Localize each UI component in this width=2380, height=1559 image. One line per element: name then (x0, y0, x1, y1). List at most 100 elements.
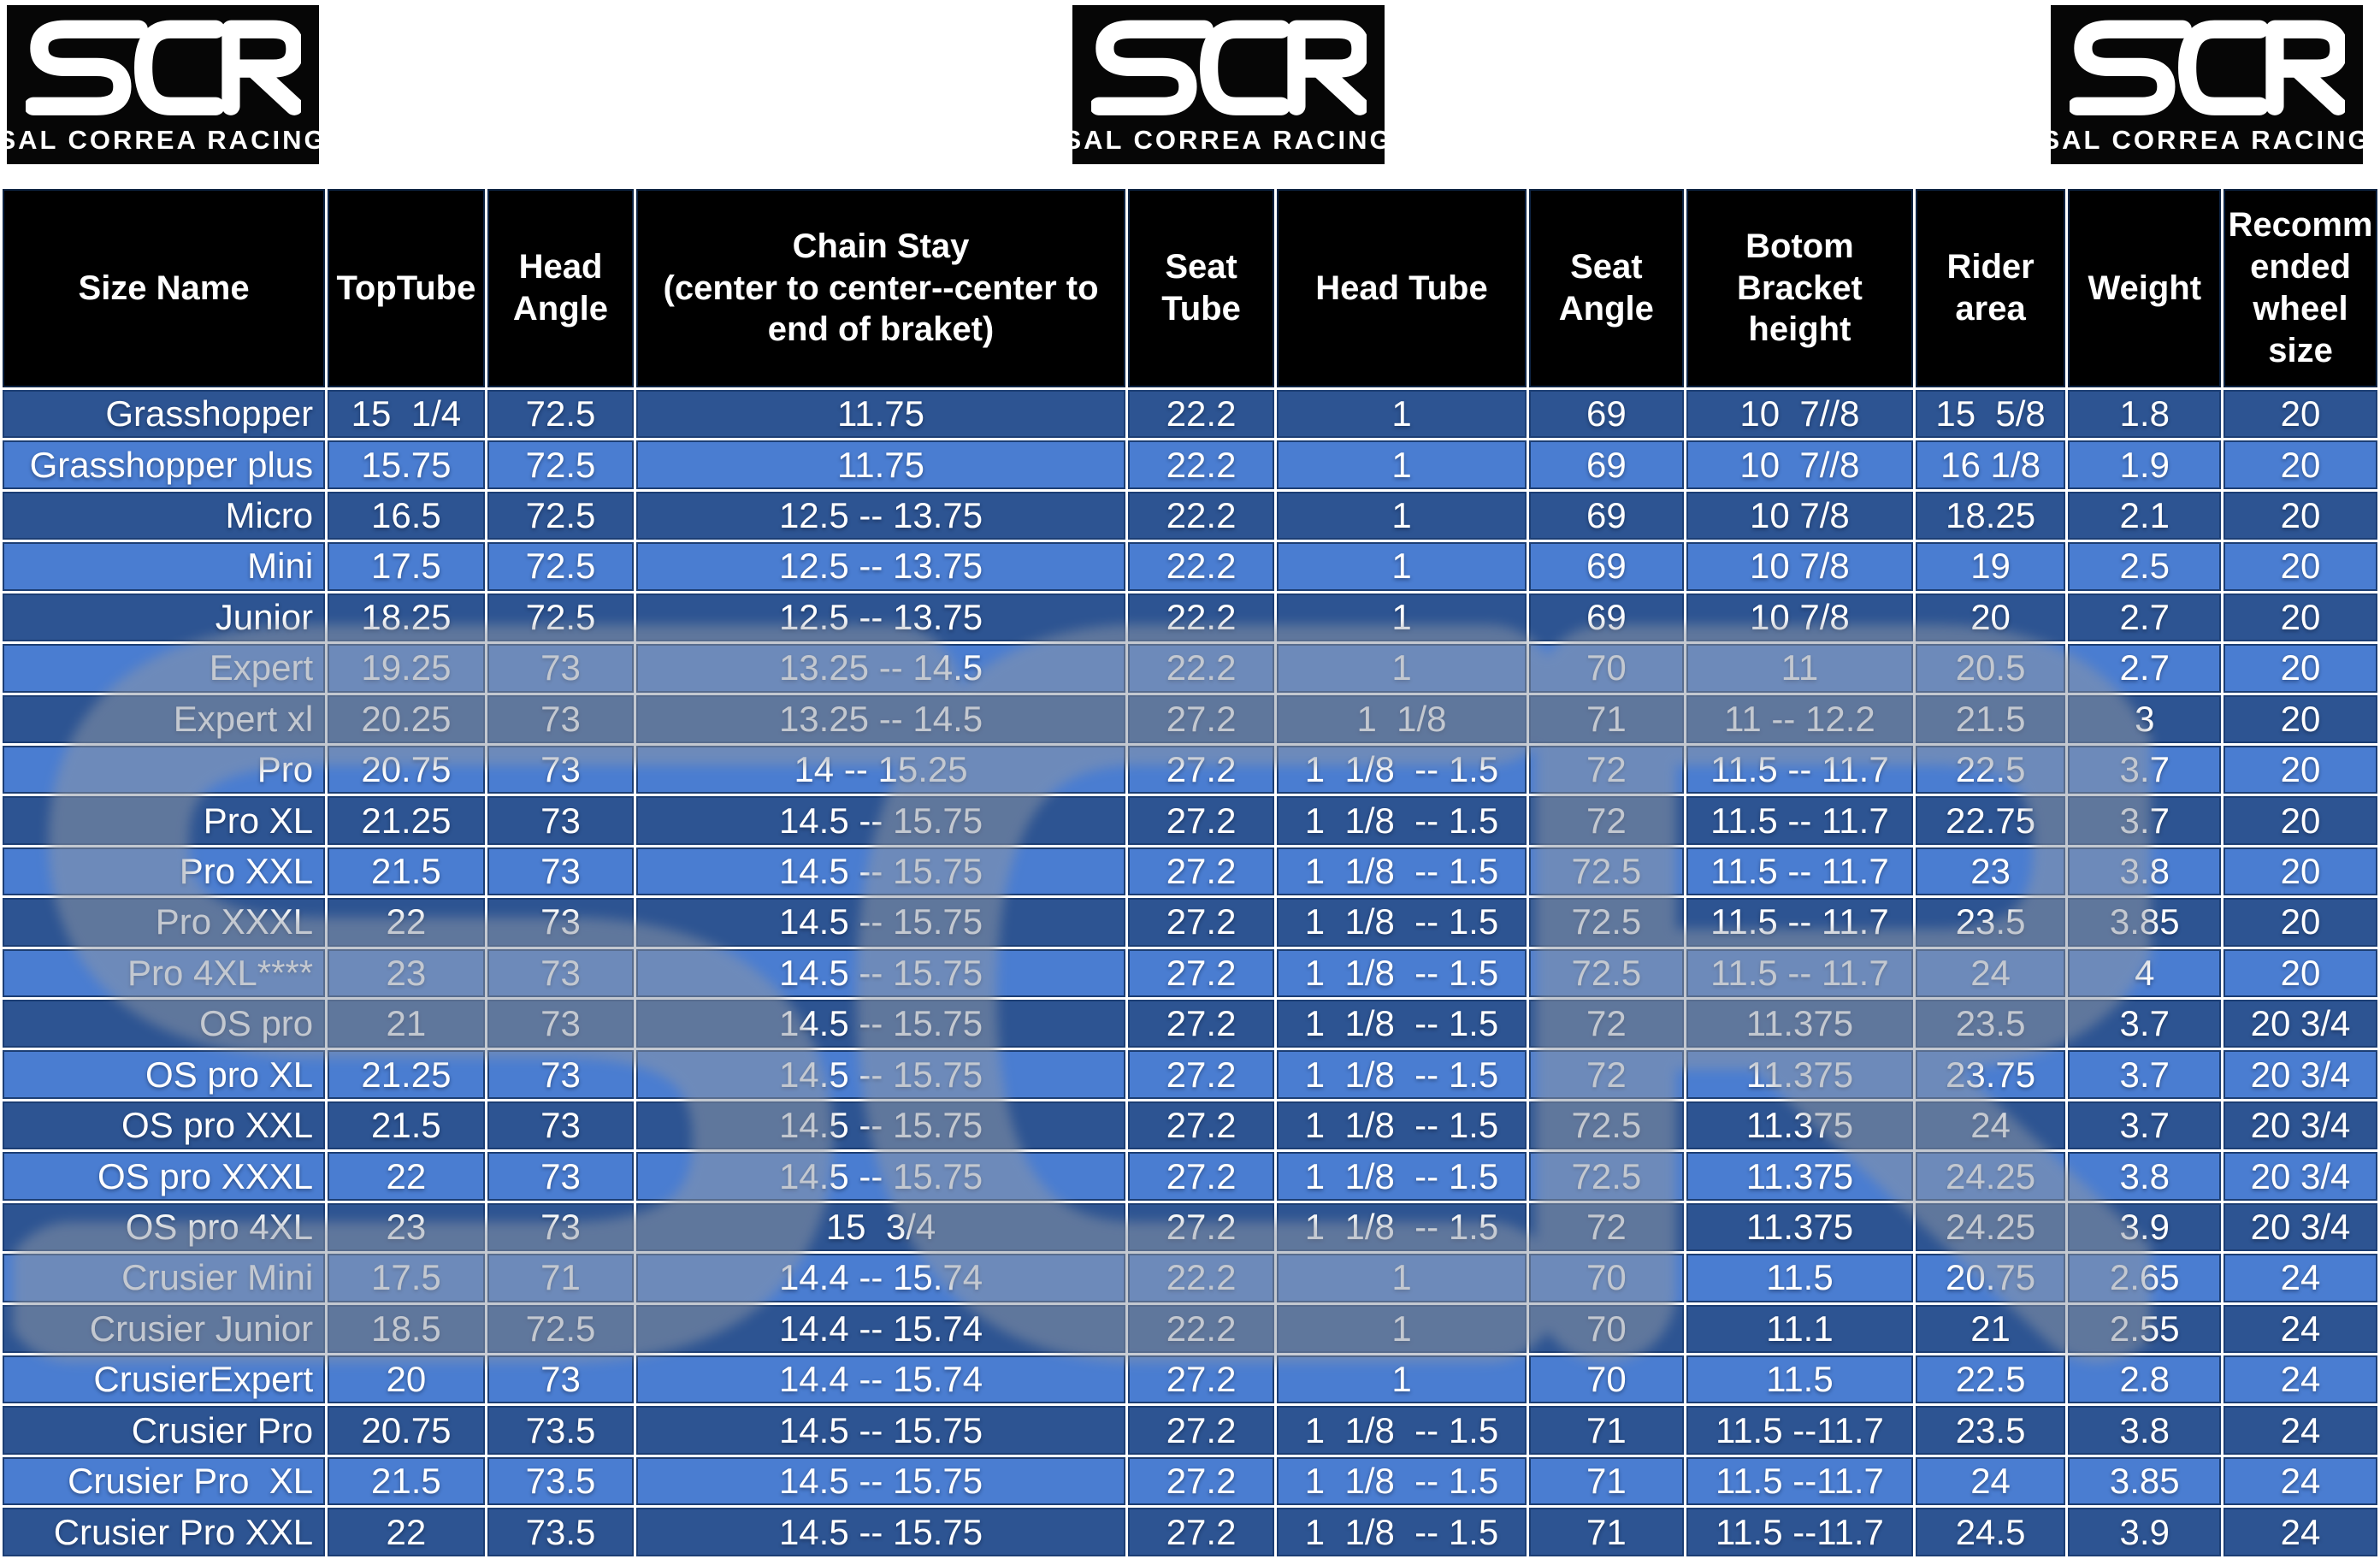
spec-cell: 11.375 (1686, 1050, 1913, 1099)
spec-cell: 24 (2223, 1406, 2377, 1455)
spec-cell: 22.2 (1127, 390, 1275, 439)
spec-cell: 20 (2223, 694, 2377, 743)
spec-cell: 27.2 (1127, 1508, 1275, 1556)
spec-cell: 3.85 (2068, 898, 2222, 947)
logo-band: SAL CORREA RACING SAL CORREA RACING SAL … (0, 0, 2380, 186)
spec-cell: 72.5 (487, 1304, 635, 1354)
spec-cell: 69 (1528, 390, 1685, 439)
spec-cell: 20 (328, 1355, 485, 1404)
spec-cell: 22.2 (1127, 593, 1275, 642)
spec-cell: 72.5 (1528, 1101, 1685, 1150)
spec-cell: 73 (487, 847, 635, 896)
spec-cell: 3.7 (2068, 1000, 2222, 1048)
spec-cell: 71 (1528, 694, 1685, 743)
spec-cell: 16 1/8 (1915, 440, 2066, 489)
spec-cell: 21.5 (1915, 694, 2066, 743)
spec-cell: 16.5 (328, 491, 485, 540)
spec-cell: 21.25 (328, 796, 485, 845)
size-name-cell: Pro XXXL (3, 898, 326, 947)
spec-cell: 1 1/8 -- 1.5 (1277, 1202, 1527, 1252)
table-row: Grasshopper plus 15.75 72.5 11.75 22.2 1 69 10 … (3, 440, 2377, 489)
spec-cell: 10 7//8 (1686, 390, 1913, 439)
spec-cell: 22.5 (1915, 745, 2066, 794)
table-row: Micro 16.5 72.5 12.5 -- 13.75 22.2 1 69 10 7/8 1… (3, 491, 2377, 540)
spec-cell: 71 (1528, 1406, 1685, 1455)
spec-cell: 3.9 (2068, 1508, 2222, 1556)
size-name-cell: OS pro XL (3, 1050, 326, 1099)
spec-cell: 72 (1528, 796, 1685, 845)
table-header: Size Name TopTube Head Angle Chain Stay (ce… (3, 189, 2377, 387)
spec-cell: 2.1 (2068, 491, 2222, 540)
spec-cell: 73 (487, 1050, 635, 1099)
spec-cell: 71 (1528, 1508, 1685, 1556)
spec-cell: 3.7 (2068, 1050, 2222, 1099)
spec-cell: 22.5 (1915, 1355, 2066, 1404)
spec-cell: 72.5 (487, 542, 635, 591)
spec-cell: 19.25 (328, 644, 485, 693)
table-row: Crusier Pro XXL 22 73.5 14.5 -- 15.75 27.2 1 … (3, 1508, 2377, 1556)
spec-cell: 73.5 (487, 1406, 635, 1455)
spec-cell: 1.8 (2068, 390, 2222, 439)
spec-cell: 70 (1528, 1304, 1685, 1354)
spec-cell: 11.375 (1686, 1000, 1913, 1048)
spec-cell: 22.2 (1127, 542, 1275, 591)
spec-cell: 27.2 (1127, 1406, 1275, 1455)
spec-cell: 20 (2223, 898, 2377, 947)
spec-cell: 20.75 (328, 1406, 485, 1455)
column-header: Rider area (1915, 189, 2066, 387)
scr-logo: SAL CORREA RACING (1072, 5, 1385, 164)
spec-cell: 24 (1915, 1456, 2066, 1506)
spec-cell: 13.25 -- 14.5 (636, 644, 1125, 693)
spec-cell: 14 -- 15.25 (636, 745, 1125, 794)
size-name-cell: Mini (3, 542, 326, 591)
spec-cell: 21 (328, 1000, 485, 1048)
spec-cell: 11.75 (636, 390, 1125, 439)
column-header: Seat Angle (1528, 189, 1685, 387)
spec-cell: 73 (487, 745, 635, 794)
spec-cell: 27.2 (1127, 694, 1275, 743)
spec-cell: 11.5 (1686, 1355, 1913, 1404)
spec-cell: 3.8 (2068, 847, 2222, 896)
spec-cell: 18.5 (328, 1304, 485, 1354)
size-name-cell: Grasshopper plus (3, 440, 326, 489)
spec-cell: 20 (2223, 745, 2377, 794)
spec-cell: 11.375 (1686, 1101, 1913, 1150)
size-name-cell: Pro XL (3, 796, 326, 845)
spec-cell: 27.2 (1127, 1101, 1275, 1150)
spec-cell: 1 (1277, 1304, 1527, 1354)
spec-cell: 24.5 (1915, 1508, 2066, 1556)
spec-cell: 21.5 (328, 847, 485, 896)
spec-cell: 23.5 (1915, 1000, 2066, 1048)
logo-wordmark: SAL CORREA RACING (2051, 125, 2363, 155)
spec-cell: 21.5 (328, 1101, 485, 1150)
spec-cell: 2.65 (2068, 1254, 2222, 1302)
spec-cell: 14.5 -- 15.75 (636, 1050, 1125, 1099)
spec-cell: 14.5 -- 15.75 (636, 847, 1125, 896)
spec-cell: 24 (2223, 1304, 2377, 1354)
spec-cell: 21.5 (328, 1456, 485, 1506)
spec-cell: 73 (487, 1355, 635, 1404)
spec-cell: 1 (1277, 491, 1527, 540)
spec-cell: 15 5/8 (1915, 390, 2066, 439)
spec-cell: 22 (328, 898, 485, 947)
size-name-cell: CrusierExpert (3, 1355, 326, 1404)
spec-cell: 27.2 (1127, 1456, 1275, 1506)
spec-cell: 1 1/8 -- 1.5 (1277, 745, 1527, 794)
spec-cell: 1 1/8 -- 1.5 (1277, 1101, 1527, 1150)
spec-cell: 73 (487, 644, 635, 693)
spec-cell: 19 (1915, 542, 2066, 591)
spec-cell: 15 3/4 (636, 1202, 1125, 1252)
spec-cell: 73 (487, 1101, 635, 1150)
spec-cell: 11.5 -- 11.7 (1686, 948, 1913, 998)
spec-cell: 3.7 (2068, 796, 2222, 845)
spec-cell: 73 (487, 1000, 635, 1048)
table-row: Crusier Junior 18.5 72.5 14.4 -- 15.74 22.2 1… (3, 1304, 2377, 1354)
spec-cell: 1.9 (2068, 440, 2222, 489)
table-row: OS pro XXXL 22 73 14.5 -- 15.75 27.2 1 1/8 --… (3, 1152, 2377, 1201)
spec-cell: 27.2 (1127, 847, 1275, 896)
spec-cell: 20 (2223, 644, 2377, 693)
spec-cell: 72 (1528, 1202, 1685, 1252)
table-row: CrusierExpert 20 73 14.4 -- 15.74 27.2 1 70 11.… (3, 1355, 2377, 1404)
spec-cell: 20 3/4 (2223, 1050, 2377, 1099)
scr-logo: SAL CORREA RACING (7, 5, 319, 164)
